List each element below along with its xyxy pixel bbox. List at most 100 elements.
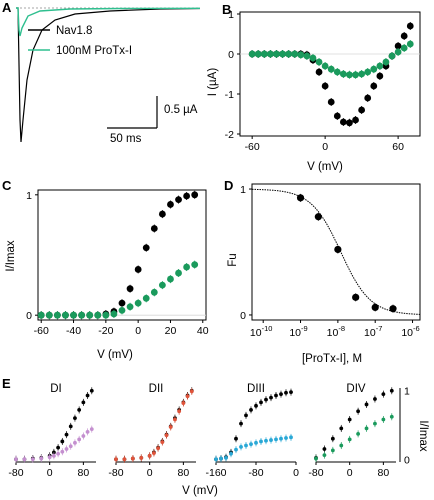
panel-c-point [158,210,166,218]
panel-b-point [315,58,323,66]
panel-b-point [254,50,262,58]
panel-d-xtick-label: 10-10 [250,324,273,339]
panel-e-point [64,432,69,437]
panel-e-point [269,438,273,442]
panel-c-point [62,311,69,319]
panel-e-point [356,409,361,414]
panel-e-point [259,439,263,444]
panel-c-point [167,275,174,283]
panel-c-ytick-label: 1 [26,190,32,202]
panel-d-ytick-label: 0 [240,310,246,322]
panel-c-xtick-label: 0 [135,325,141,337]
panel-b-xtick-label: 60 [392,141,404,153]
panel-e-point [77,437,82,442]
panel-c-point [150,288,158,296]
panel-e-subtitle: DIV [346,383,366,395]
panel-e-ytick-label: 1 [404,386,410,398]
panel-c-point [37,311,45,319]
panel-c-point [175,269,182,277]
panel-b-ytick-label: -2 [225,129,234,141]
panel-b-point [333,68,341,76]
panel-c-point [142,244,150,252]
panel-e-point [224,455,228,460]
panel-d-axes: 1 0 10-10 10-9 10-8 10-7 10-6 [240,183,421,339]
panel-c-point [94,311,102,319]
panel-c-letter: C [2,178,12,193]
panel-e-point [60,439,65,444]
trace-nav18 [16,7,201,143]
panel-e-point [160,440,165,445]
panel-c-point [45,311,53,319]
panel-d-xtick-label: 10-8 [327,324,345,339]
panel-e-xtick-label: 0 [47,467,53,479]
panel-b-point [376,62,384,70]
panel-e-point [347,417,352,422]
panel-e-xtick-label: -80 [248,467,263,479]
panel-e-point [68,424,73,429]
legend-label-protx: 100nM ProTx-I [56,45,132,57]
panel-b-point [358,70,366,78]
panel-e-point [89,388,94,393]
panel-e-point [64,447,69,451]
panel-e-point [239,421,243,426]
panel-d-frame [251,183,421,321]
panel-b-point [339,70,347,78]
panel-e-point [259,400,263,405]
panel-e-point [330,436,335,441]
panel-e-point [219,456,223,461]
panel-c-point [134,266,142,273]
panel-b-point [352,116,359,124]
panel-c-xtick-label: 40 [197,325,209,337]
panel-e-xtick-label: 80 [178,467,190,479]
panel-e-point [234,447,238,452]
panel-b-point [260,50,268,58]
panel-b-point [352,71,359,79]
panel-b-point [370,65,378,73]
panel-e-point [185,394,190,399]
panel-e-point [239,445,243,449]
panel-d-xtick-label: 10-9 [289,324,307,339]
panel-b-point [291,50,299,58]
panel-d-point [389,305,397,313]
panel-e-point [339,443,344,448]
panel-e-point [114,457,118,462]
panel-b-ytick-label: 1 [228,9,234,21]
panel-b-point [388,52,396,60]
panel-e-point [322,447,327,451]
panel-b-point [321,82,329,90]
panel-e-point [68,444,73,449]
panel-b-point [364,94,372,102]
panel-c-point [110,310,118,318]
panel-b-point [279,50,286,58]
panel-e-point [81,400,86,405]
panel-e-point [274,393,278,398]
panel-b-point [358,106,366,114]
panel-c-xlabel: V (mV) [97,349,133,361]
panel-b-marks [248,22,414,127]
panel-b-point [297,51,305,59]
panel-b-point [321,62,329,70]
panel-b-letter: B [222,2,231,17]
panel-c-point [86,311,94,319]
panel-e-point [214,457,218,462]
panel-e-point [274,437,278,442]
panel-b-point [376,72,384,80]
panel-c-xtick-label: 20 [165,325,177,337]
panel-e-point [347,437,352,442]
panel-c-point [142,294,150,302]
panel-b-point [285,50,293,58]
panel-e-point [81,434,86,438]
panel-e-point [389,388,394,393]
panel-e: E DI -80 0 80 DII -80 0 80 DIII -160 -80 0 DIV -80 0 80… [2,376,429,497]
panel-e-point [164,433,169,438]
panel-d-letter: D [224,178,233,193]
panel-e-point [249,442,253,447]
panel-e-point [73,416,77,421]
panel-b-point [370,82,378,90]
panel-e-point [279,436,283,441]
panel-e-point [139,455,144,460]
panel-e-point [77,408,82,412]
panel-e-point [85,393,90,398]
panel-e-point [364,426,369,431]
panel-e-point [89,427,94,432]
